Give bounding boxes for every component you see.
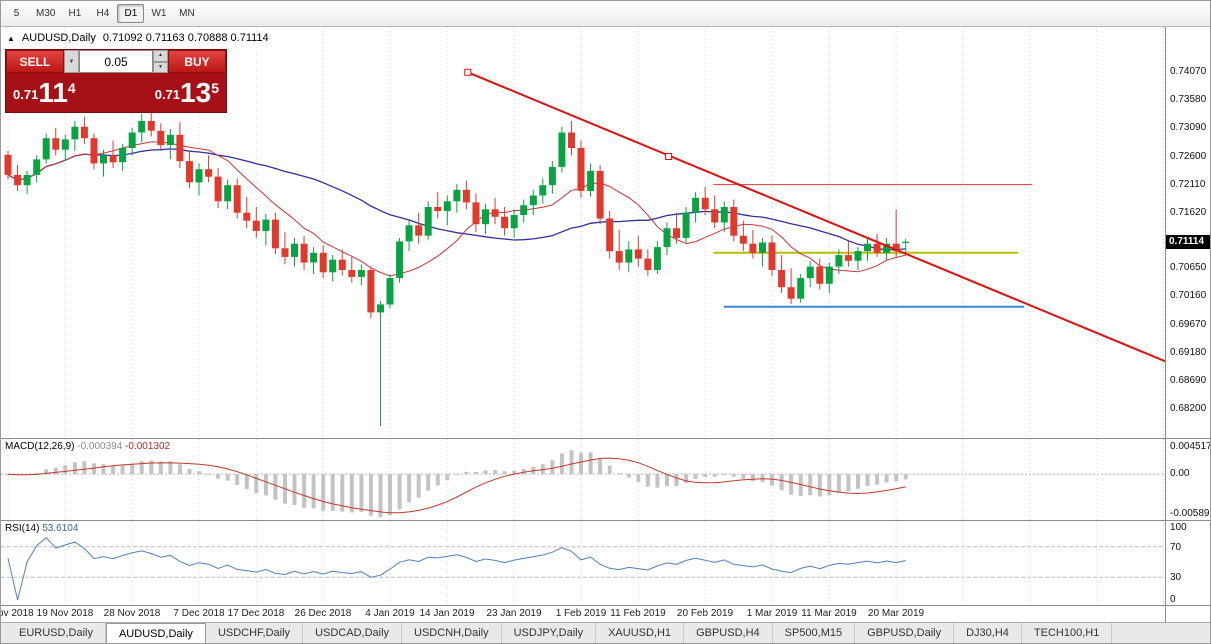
chart-tab-gbpusd-h4[interactable]: GBPUSD,H4	[684, 623, 773, 643]
macd-axis-label: 0.00	[1170, 468, 1190, 479]
price-label: 0.72110	[1170, 179, 1206, 190]
chart-ohlc-label: 0.71092 0.71163 0.70888 0.71114	[102, 32, 269, 44]
chart-tab-usdchf-daily[interactable]: USDCHF,Daily	[205, 623, 304, 643]
chart-title: ▲ AUDUSD,Daily 0.71092 0.71163 0.70888 0…	[7, 32, 269, 44]
macd-main-value: -0.000394	[77, 441, 123, 452]
macd-panel: MACD(12,26,9) -0.000394 -0.001302	[1, 438, 1165, 520]
date-label: 11 Feb 2019	[610, 608, 666, 619]
volume-spinner: ▲ ▼	[153, 50, 168, 73]
chart-tab-sp500-m15[interactable]: SP500,M15	[772, 623, 856, 643]
one-click-trading-panel: SELL ▼ ▲ ▼ BUY 0.71114	[5, 49, 227, 113]
price-label: 0.68690	[1170, 375, 1207, 386]
macd-label: MACD(12,26,9) -0.000394 -0.001302	[5, 441, 171, 452]
chart-tab-eurusd-daily[interactable]: EURUSD,Daily	[7, 623, 106, 643]
sell-price-small: 0.71	[13, 87, 39, 103]
macd-signal-value: -0.001302	[125, 441, 171, 452]
sell-price-pip: 4	[67, 79, 76, 96]
macd-scale[interactable]: 0.004517 0.00 -0.005899	[1166, 438, 1210, 520]
date-label: 26 Dec 2018	[294, 608, 352, 619]
price-label: 0.70160	[1170, 290, 1207, 301]
rsi-axis-label: 100	[1170, 522, 1187, 533]
rsi-label: RSI(14) 53.6104	[5, 523, 79, 534]
price-label: 0.70650	[1170, 262, 1207, 273]
price-scale[interactable]: 0.71114 0.74070 0.73580 0.73090 0.72600 0.72…	[1165, 27, 1210, 622]
rsi-value: 53.6104	[42, 523, 79, 534]
rsi-axis-label: 70	[1170, 542, 1182, 553]
chevron-down-icon: ▼	[68, 58, 75, 65]
rsi-axis-label: 0	[1170, 594, 1176, 605]
one-click-collapse-icon[interactable]: ▲	[7, 33, 15, 43]
current-price-box: 0.71114	[1166, 235, 1210, 249]
chart-symbol-label: AUDUSD,Daily	[21, 32, 96, 44]
chart-tab-usdcad-daily[interactable]: USDCAD,Daily	[303, 623, 403, 643]
buy-price[interactable]: 0.71 13 5	[154, 76, 219, 108]
chart-tab-usdcnh-daily[interactable]: USDCNH,Daily	[402, 623, 502, 643]
timeframe-button-w1[interactable]: W1	[145, 4, 172, 23]
buy-price-small: 0.71	[154, 87, 181, 103]
buy-price-pip: 5	[211, 79, 219, 96]
chart-tab-bar: EURUSD,Daily AUDUSD,Daily USDCHF,Daily USDC…	[1, 622, 1210, 643]
date-label: 28 Nov 2018	[103, 608, 161, 619]
date-label: 23 Jan 2019	[486, 608, 542, 619]
date-label: 20 Mar 2019	[867, 608, 925, 619]
date-label: 7 Dec 2018	[173, 608, 225, 619]
timeframe-toolbar: 5 M30 H1 H4 D1 W1 MN	[1, 1, 1210, 27]
chart-tab-tech100-h1[interactable]: TECH100,H1	[1021, 623, 1113, 643]
date-label: 4 Jan 2019	[365, 608, 415, 619]
sell-button[interactable]: SELL	[6, 50, 64, 73]
date-label: 1 Feb 2019	[555, 608, 607, 619]
price-label: 0.71620	[1170, 207, 1207, 218]
price-label: 0.69180	[1170, 347, 1207, 358]
volume-input[interactable]	[79, 50, 153, 73]
price-label: 0.68200	[1170, 403, 1207, 414]
chart-tab-audusd-daily[interactable]: AUDUSD,Daily	[105, 623, 206, 643]
timeframe-button-h4[interactable]: H4	[89, 4, 116, 23]
date-label: 14 Jan 2019	[419, 608, 475, 619]
rsi-panel: RSI(14) 53.6104	[1, 520, 1165, 605]
date-label: 20 Feb 2019	[676, 608, 734, 619]
price-label: 0.73090	[1170, 122, 1207, 133]
main-chart-canvas[interactable]	[1, 27, 1165, 438]
rsi-axis-label: 30	[1170, 572, 1182, 583]
date-label: 17 Dec 2018	[227, 608, 285, 619]
volume-dropdown-button[interactable]: ▼	[64, 50, 79, 73]
rsi-scale[interactable]: 100 70 30 0	[1166, 520, 1210, 605]
date-label: 19 Nov 2018	[36, 608, 94, 619]
main-chart-panel: ▲ AUDUSD,Daily 0.71092 0.71163 0.70888 0…	[1, 27, 1165, 438]
macd-axis-label: 0.004517	[1170, 441, 1211, 452]
buy-button[interactable]: BUY	[168, 50, 226, 73]
chart-tab-gbpusd-daily[interactable]: GBPUSD,Daily	[855, 623, 955, 643]
volume-increase-button[interactable]: ▲	[153, 50, 168, 62]
price-label: 0.69670	[1170, 319, 1207, 330]
price-label: 0.73580	[1170, 94, 1207, 105]
chart-tab-usdjpy-daily[interactable]: USDJPY,Daily	[501, 623, 597, 643]
timeframe-button-m30[interactable]: M30	[31, 4, 60, 23]
timeframe-button-mn[interactable]: MN	[173, 4, 200, 23]
date-label: 11 Mar 2019	[801, 608, 857, 619]
volume-decrease-button[interactable]: ▼	[153, 61, 168, 73]
arrow-down-icon: ▼	[158, 63, 163, 70]
rsi-canvas[interactable]	[1, 521, 1165, 605]
axis-corner	[1166, 605, 1210, 622]
chart-tab-dj30-h4[interactable]: DJ30,H4	[954, 623, 1022, 643]
macd-canvas[interactable]	[1, 439, 1165, 520]
timeframe-button-d1[interactable]: D1	[117, 4, 145, 23]
price-label: 0.72600	[1170, 151, 1207, 162]
sell-price-big: 11	[38, 76, 68, 108]
arrow-up-icon: ▲	[158, 52, 163, 59]
price-label: 0.74070	[1170, 66, 1207, 77]
chart-tab-xauusd-h1[interactable]: XAUUSD,H1	[596, 623, 685, 643]
buy-price-big: 13	[180, 76, 212, 108]
sell-price[interactable]: 0.71 11 4	[13, 76, 76, 108]
timeframe-button-h1[interactable]: H1	[61, 4, 88, 23]
date-label: 9 Nov 2018	[1, 608, 34, 619]
date-label: 1 Mar 2019	[746, 608, 798, 619]
timeframe-button-5[interactable]: 5	[3, 4, 30, 23]
macd-axis-label: -0.005899	[1170, 508, 1211, 519]
chart-window: ▲ AUDUSD,Daily 0.71092 0.71163 0.70888 0…	[1, 27, 1210, 622]
